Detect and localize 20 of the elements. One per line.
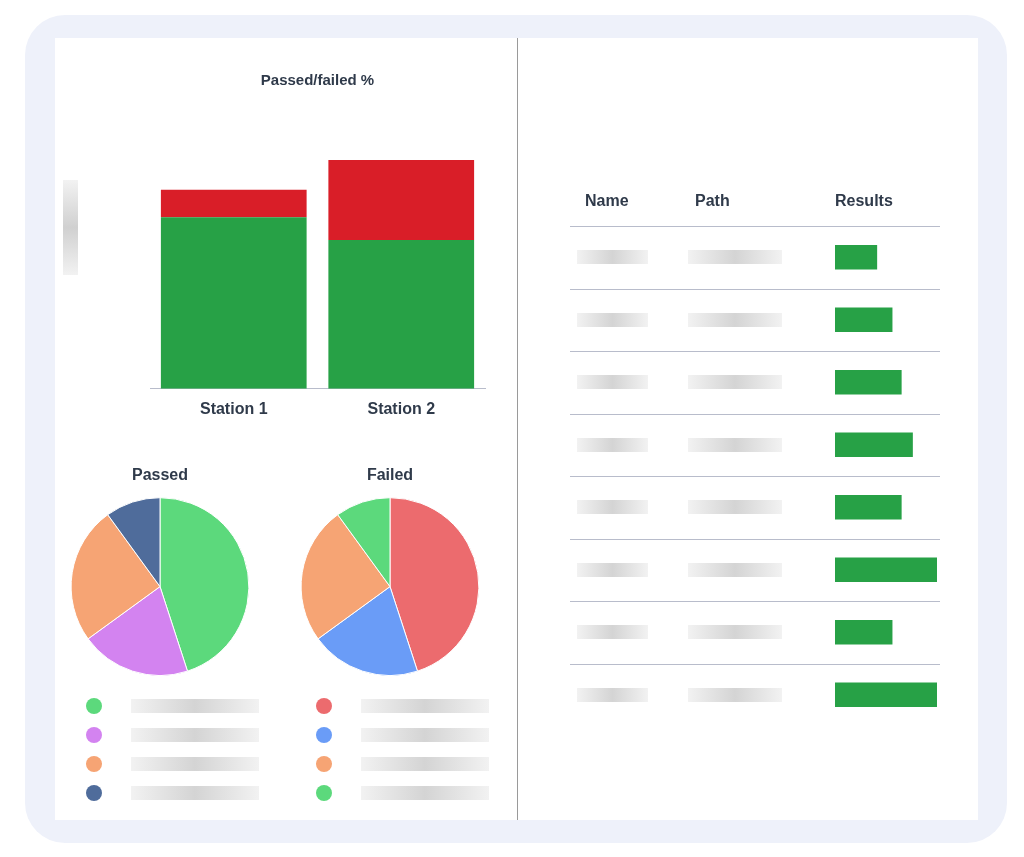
bar bbox=[328, 160, 475, 241]
bar bbox=[160, 217, 307, 389]
bar bbox=[835, 682, 937, 708]
chart-title: Passed/failed % bbox=[260, 71, 375, 89]
chart-title: Failed bbox=[366, 466, 414, 484]
bar bbox=[835, 494, 902, 520]
bar bbox=[835, 307, 893, 333]
text: Name bbox=[585, 192, 629, 210]
bar bbox=[328, 240, 475, 389]
bar bbox=[835, 244, 878, 270]
bar bbox=[835, 369, 902, 395]
bar bbox=[835, 557, 937, 583]
text: Results bbox=[835, 192, 893, 210]
x-tick-label: Station 2 bbox=[367, 399, 436, 417]
bar bbox=[835, 432, 913, 458]
text: Path bbox=[695, 192, 730, 210]
bar bbox=[160, 189, 307, 218]
chart-title: Passed bbox=[131, 466, 189, 484]
bar bbox=[835, 619, 893, 645]
x-tick-label: Station 1 bbox=[199, 399, 268, 417]
